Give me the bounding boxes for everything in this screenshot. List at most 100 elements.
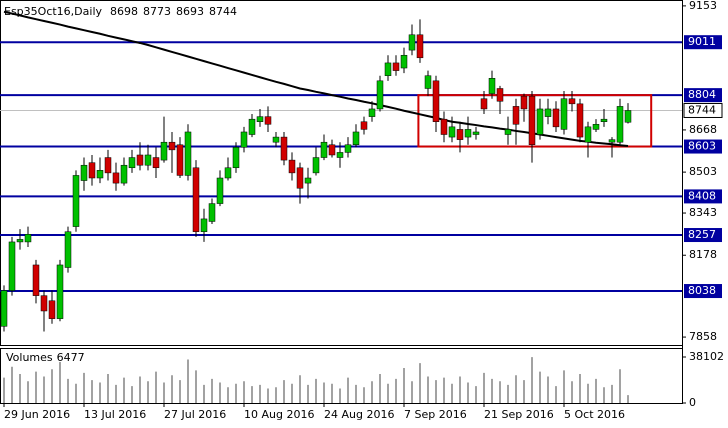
candle-body xyxy=(280,136,288,161)
last-close: 8744 xyxy=(209,5,237,18)
current-price-label: 8744 xyxy=(688,103,716,116)
candle-body xyxy=(440,118,448,135)
level-label-box xyxy=(684,284,722,299)
last-volume: 6477 xyxy=(57,351,85,364)
candle-body xyxy=(560,98,568,130)
candle-body xyxy=(176,144,184,176)
candle-body xyxy=(16,239,24,243)
last-low: 8693 xyxy=(176,5,204,18)
candle-body xyxy=(488,78,496,94)
candle-body xyxy=(80,164,88,181)
candle-body xyxy=(592,124,600,130)
candle-body xyxy=(344,144,352,153)
candle-body xyxy=(200,218,208,232)
candle-body xyxy=(392,62,400,71)
candle-body xyxy=(104,157,112,174)
level-label: 8804 xyxy=(688,88,716,101)
candle-body xyxy=(304,177,312,184)
candle-body xyxy=(568,98,576,105)
candle-body xyxy=(448,126,456,138)
candle-body xyxy=(408,34,416,51)
candle-body xyxy=(472,131,480,135)
candle-body xyxy=(600,118,608,122)
candle-body xyxy=(536,108,544,135)
level-label-box xyxy=(684,228,722,243)
candle-body xyxy=(24,234,32,243)
level-label: 8038 xyxy=(688,284,716,297)
candle-body xyxy=(96,170,104,179)
candle-body xyxy=(464,129,472,138)
candle-body xyxy=(552,108,560,128)
last-open: 8698 xyxy=(110,5,138,18)
candle-body xyxy=(40,295,48,312)
candle-body xyxy=(312,157,320,174)
y-tick-label: 7858 xyxy=(689,330,717,343)
x-tick-label: 5 Oct 2016 xyxy=(564,408,625,421)
x-tick-label: 7 Sep 2016 xyxy=(404,408,467,421)
last-high: 8773 xyxy=(143,5,171,18)
candle-body xyxy=(584,126,592,143)
candle-body xyxy=(64,231,72,268)
x-tick-label: 10 Aug 2016 xyxy=(244,408,314,421)
candle-body xyxy=(48,300,56,319)
x-tick-label: 29 Jun 2016 xyxy=(4,408,70,421)
x-tick-label: 24 Aug 2016 xyxy=(324,408,394,421)
level-label: 9011 xyxy=(688,35,716,48)
candle-body xyxy=(224,167,232,179)
candle-body xyxy=(136,154,144,166)
y-tick-label: 8668 xyxy=(689,123,717,136)
candle-body xyxy=(152,157,160,169)
candle-body xyxy=(288,159,296,174)
candle-body xyxy=(336,152,344,158)
candle-body xyxy=(232,147,240,169)
candle-body xyxy=(208,203,216,222)
candle-body xyxy=(32,264,40,296)
candle-body xyxy=(56,264,64,319)
candle-body xyxy=(456,129,464,140)
candle-body xyxy=(120,164,128,184)
candle-body xyxy=(496,88,504,102)
candle-body xyxy=(192,167,200,232)
candle-body xyxy=(520,95,528,110)
candle-body xyxy=(528,95,536,146)
volume-label: Volumes xyxy=(6,351,53,364)
candle-body xyxy=(480,98,488,110)
x-tick-label: 27 Jul 2016 xyxy=(164,408,226,421)
candle-body xyxy=(368,108,376,117)
candle-body xyxy=(144,154,152,166)
level-label: 8603 xyxy=(688,140,716,153)
candle-body xyxy=(264,116,272,125)
level-label-box xyxy=(684,35,722,50)
candle-body xyxy=(608,139,616,143)
candle-body xyxy=(352,131,360,146)
y-tick-label: 8503 xyxy=(689,165,717,178)
candle-body xyxy=(248,118,256,135)
candle-body xyxy=(624,110,632,123)
range-box xyxy=(417,94,653,148)
candle-body xyxy=(240,131,248,148)
x-tick-label: 13 Jul 2016 xyxy=(84,408,146,421)
candle-body xyxy=(0,290,8,327)
y-tick-label: 8343 xyxy=(689,206,717,219)
candle-body xyxy=(512,106,520,125)
volume-tick-label: 0 xyxy=(689,396,696,409)
candle-body xyxy=(384,62,392,76)
current-price-box xyxy=(683,102,723,118)
candle-body xyxy=(184,131,192,176)
level-label: 8408 xyxy=(688,189,716,202)
chart-title: Esp35Oct16,Daily 8698 8773 8693 8744 xyxy=(4,5,237,18)
candle-body xyxy=(88,162,96,179)
candle-body xyxy=(576,103,584,138)
volume-title: Volumes 6477 xyxy=(6,351,85,364)
candle-body xyxy=(216,177,224,204)
candle-body xyxy=(8,241,16,291)
candle-body xyxy=(432,80,440,122)
level-label-box xyxy=(684,88,722,103)
marks: 9153 8668 8503 8343 8178 7858 9011 8804 8603 8408… xyxy=(0,0,724,421)
level-label-box xyxy=(684,139,722,154)
candle-body xyxy=(320,141,328,158)
candle-body xyxy=(272,136,280,143)
candle-body xyxy=(424,75,432,89)
candle-body xyxy=(112,172,120,184)
